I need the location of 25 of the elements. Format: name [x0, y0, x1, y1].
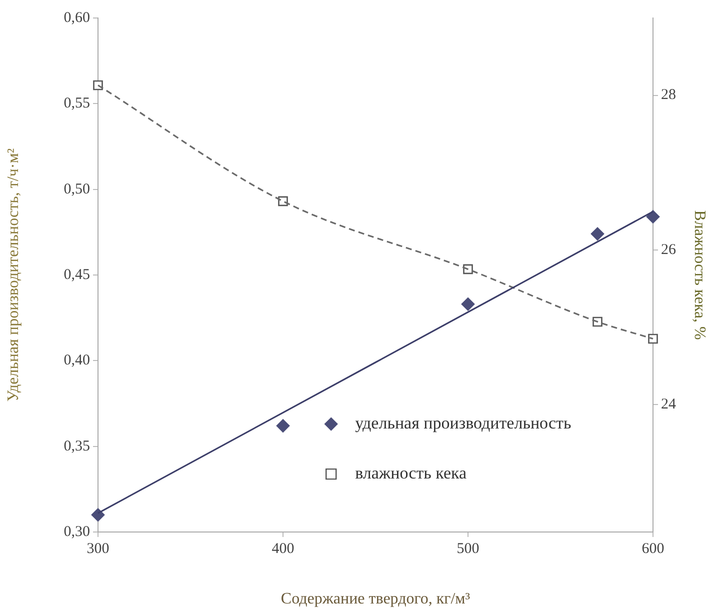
point [276, 419, 290, 432]
point [648, 334, 658, 344]
y2-tick-label: 26 [661, 242, 676, 258]
y-tick-label: 0,55 [64, 96, 90, 112]
x-tick-label: 600 [642, 540, 664, 557]
point [461, 297, 475, 311]
y-tick-label: 0,30 [64, 524, 90, 540]
x-tick-label: 400 [272, 540, 294, 557]
x-tick-label: 300 [86, 540, 110, 557]
y2-tick-label: 24 [661, 396, 676, 412]
y-tick-label: 0,45 [64, 266, 90, 283]
legend-label: удельная производительность [355, 414, 572, 433]
y-tick-label: 0,35 [64, 438, 90, 454]
y-tick-label: 0,50 [64, 181, 90, 198]
y-tick-label: 0,60 [64, 10, 90, 26]
y2-axis-title: Влажность кека, % [691, 210, 708, 340]
point [91, 508, 105, 522]
point [646, 210, 660, 224]
x-tick-label: 500 [456, 540, 480, 557]
y-axis-title: Удельная производительность, т/ч·м² [4, 148, 22, 402]
x-axis-title: Содержание твердого, кг/м³ [280, 590, 470, 608]
y2-tick-label: 28 [661, 87, 676, 104]
point [590, 227, 604, 241]
legend-label: влажность кека [355, 464, 468, 483]
y-tick-label: 0,40 [64, 352, 90, 369]
